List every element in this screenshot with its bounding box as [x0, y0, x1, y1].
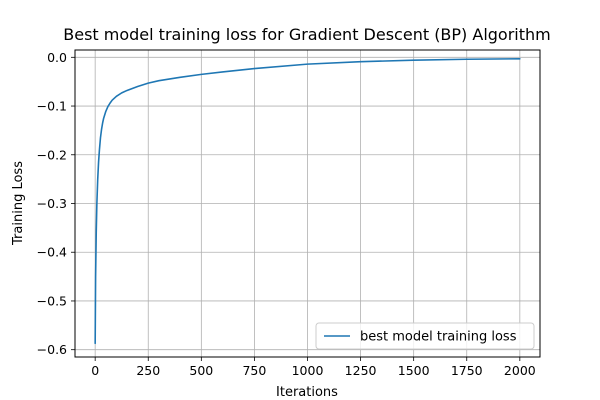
- y-tick-label: −0.2: [37, 147, 67, 162]
- x-tick-label: 1750: [451, 363, 483, 378]
- y-tick-label: −0.1: [37, 99, 67, 114]
- x-axis-label: Iterations: [276, 385, 338, 400]
- x-axis-ticks: 0 250 500 750 1000 1250 1500 1750 2000: [91, 357, 536, 378]
- legend: best model training loss: [315, 322, 535, 350]
- y-tick-label: −0.4: [37, 245, 67, 260]
- y-tick-label: −0.3: [37, 196, 67, 211]
- x-tick-label: 1000: [292, 363, 324, 378]
- grid-lines: [75, 50, 540, 357]
- y-tick-label: −0.5: [37, 293, 67, 308]
- x-tick-label: 500: [189, 363, 213, 378]
- legend-box: [315, 322, 535, 350]
- x-tick-label: 1500: [398, 363, 430, 378]
- x-tick-label: 250: [136, 363, 160, 378]
- series-line: [94, 57, 521, 345]
- y-tick-label: 0.0: [47, 50, 67, 65]
- legend-label: best model training loss: [360, 330, 517, 345]
- x-tick-label: 750: [242, 363, 266, 378]
- y-axis-label: Training Loss: [11, 161, 26, 246]
- x-tick-label: 0: [91, 363, 99, 378]
- series-lines: [94, 57, 521, 345]
- y-axis-ticks: 0.0 −0.1 −0.2 −0.3 −0.4 −0.5 −0.6: [37, 50, 75, 357]
- x-tick-label: 2000: [504, 363, 536, 378]
- y-tick-label: −0.6: [37, 342, 67, 357]
- chart-title: Best model training loss for Gradient De…: [63, 25, 551, 44]
- x-tick-label: 1250: [345, 363, 377, 378]
